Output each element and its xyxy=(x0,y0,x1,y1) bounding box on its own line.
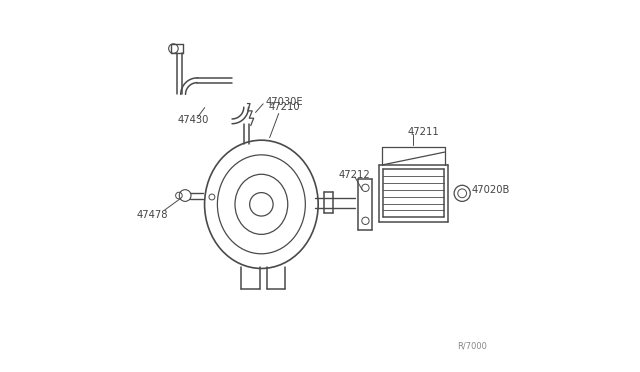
Ellipse shape xyxy=(218,155,305,254)
Text: 47478: 47478 xyxy=(137,210,168,220)
Text: 47030E: 47030E xyxy=(266,97,303,107)
Text: 47020B: 47020B xyxy=(471,185,509,195)
Ellipse shape xyxy=(235,174,288,234)
Circle shape xyxy=(454,185,470,201)
Text: 47212: 47212 xyxy=(339,170,370,180)
Text: 47430: 47430 xyxy=(177,115,209,125)
Text: R/7000: R/7000 xyxy=(458,342,487,351)
Ellipse shape xyxy=(205,140,318,269)
Circle shape xyxy=(458,189,467,198)
Text: 47211: 47211 xyxy=(408,127,440,137)
Text: 47210: 47210 xyxy=(269,102,300,112)
Circle shape xyxy=(179,190,191,201)
Circle shape xyxy=(250,193,273,216)
